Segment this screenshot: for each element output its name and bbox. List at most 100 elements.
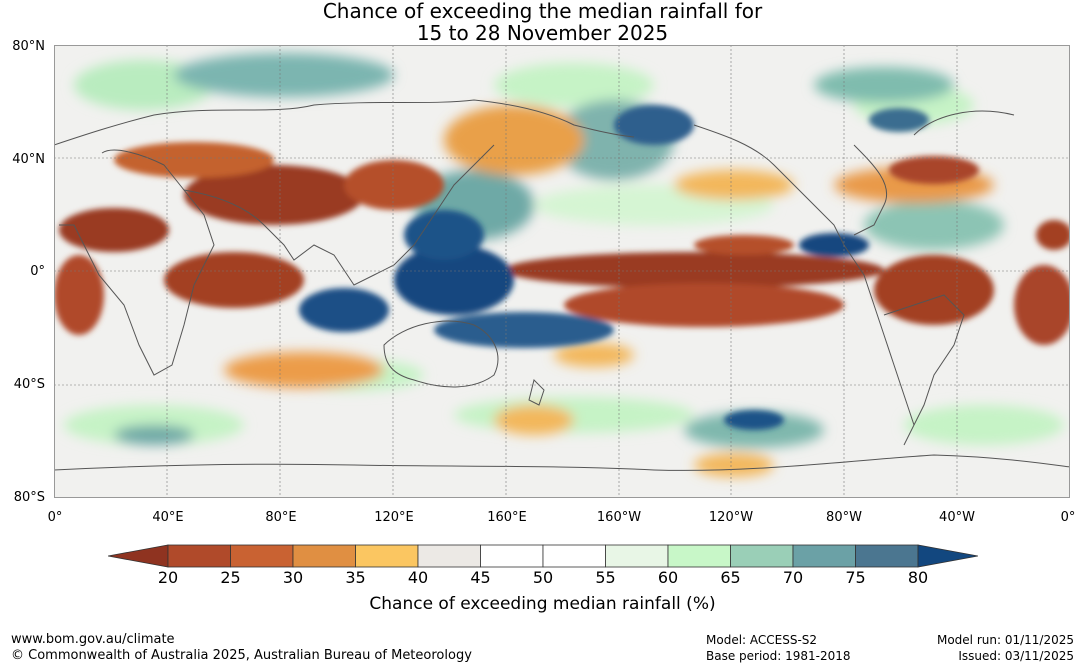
colorbar-cells (167, 544, 919, 568)
colorbar-tick-label: 50 (532, 568, 554, 587)
colorbar-cell (230, 544, 294, 568)
footer-copyright: © Commonwealth of Australia 2025, Austra… (11, 648, 472, 663)
green-patch (494, 63, 654, 107)
colorbar-cell (542, 544, 606, 568)
teal-patch (114, 425, 194, 445)
lon-label-160w: 160°W (596, 510, 642, 525)
eurasia-north-coastline (54, 99, 635, 146)
lon-label-0-east: 0° (1060, 510, 1076, 525)
orange-patch (554, 343, 634, 367)
dry-patch (54, 255, 104, 335)
wet-patch (394, 245, 514, 315)
dry-patch (1036, 220, 1070, 250)
map-frame (54, 45, 1070, 498)
wet-patch (614, 105, 694, 145)
colorbar-cell (480, 544, 544, 568)
colorbar-tick-label: 75 (845, 568, 866, 587)
colorbar-cell (605, 544, 669, 568)
wet-patch (869, 108, 929, 132)
footer-base-period: Base period: 1981-2018 (706, 649, 851, 663)
lon-label-120w: 120°W (708, 510, 754, 525)
colorbar-tick-label: 20 (157, 568, 179, 587)
map-shading-soft (64, 53, 1064, 477)
australia-coastline (383, 320, 499, 388)
footer-url[interactable]: www.bom.gov.au/climate (11, 632, 175, 647)
colorbar-cell (417, 544, 481, 568)
footer-model: Model: ACCESS-S2 (706, 633, 818, 647)
footer-issued: Issued: 03/11/2025 (958, 649, 1074, 663)
wet-patch (799, 233, 869, 257)
colorbar-tick-label: 40 (407, 568, 429, 587)
lat-label-40n: 40°N (12, 152, 45, 167)
lon-label-0: 0° (47, 510, 63, 525)
colorbar-tick-label: 55 (595, 568, 616, 587)
wet-patch (724, 410, 784, 430)
lat-label-80s: 80°S (13, 490, 45, 505)
north-america-west-coastline (693, 124, 855, 261)
dry-patch (889, 156, 979, 184)
south-america-coastline (853, 259, 965, 446)
lat-label-equator: 0° (30, 264, 45, 279)
lon-label-80w: 80°W (826, 510, 862, 525)
colorbar-tick-label: 45 (470, 568, 491, 587)
colorbar-tick-label: 65 (720, 568, 741, 587)
colorbar-label: Chance of exceeding median rainfall (%) (369, 594, 716, 614)
lon-label-40e: 40°E (152, 510, 184, 525)
lat-label-40s: 40°S (13, 377, 45, 392)
dry-patch (59, 208, 169, 252)
dry-patch (164, 252, 304, 308)
orange-patch (444, 105, 584, 175)
rainfall-map-svg (54, 45, 1070, 498)
dry-patch (504, 252, 884, 288)
lon-label-120e: 120°E (374, 510, 414, 525)
teal-patch (864, 200, 1004, 250)
new-zealand-coastline (528, 379, 545, 406)
map-title-line-1: Chance of exceeding the median rainfall … (322, 0, 763, 23)
colorbar-cell (355, 544, 419, 568)
colorbar-tick-label: 35 (345, 568, 366, 587)
coastlines (54, 99, 1070, 471)
south-asia-coastline (183, 144, 495, 286)
rainfall-map (54, 45, 1070, 498)
orange-patch (674, 170, 794, 200)
dry-patch (694, 235, 794, 255)
wet-patch (404, 210, 484, 260)
lon-label-40w: 40°W (939, 510, 975, 525)
colorbar-cell (792, 544, 856, 568)
green-patch (904, 405, 1064, 445)
dry-patch (114, 142, 274, 178)
map-title-line-2: 15 to 28 November 2025 (416, 21, 669, 45)
north-america-east-coastline (853, 110, 1015, 236)
dry-patch (1014, 265, 1070, 345)
orange-patch (694, 453, 774, 477)
orange-patch (494, 405, 574, 435)
colorbar-cell (667, 544, 731, 568)
colorbar-tick-label: 30 (282, 568, 304, 587)
colorbar-cell (167, 544, 231, 568)
footer-model-run: Model run: 01/11/2025 (936, 633, 1074, 647)
colorbar-cell (730, 544, 794, 568)
lat-label-80n: 80°N (12, 39, 45, 54)
dry-patch (344, 160, 444, 210)
colorbar (108, 544, 978, 568)
colorbar-cell (855, 544, 919, 568)
colorbar-tick-label: 25 (220, 568, 241, 587)
dry-patch (564, 283, 844, 327)
colorbar-tick-label: 80 (907, 568, 929, 587)
antarctica-coastline (54, 454, 1070, 471)
orange-patch (224, 352, 384, 388)
teal-patch (814, 67, 954, 103)
graticule (54, 45, 1070, 498)
dry-patch (874, 255, 994, 325)
wet-patch (434, 312, 614, 348)
lon-label-80e: 80°E (265, 510, 297, 525)
map-shading-strong (54, 105, 1070, 430)
colorbar-high-arrow (917, 544, 978, 568)
teal-patch (174, 53, 394, 97)
lon-label-160e: 160°E (487, 510, 527, 525)
dry-patch (184, 165, 364, 225)
colorbar-tick-label: 70 (782, 568, 804, 587)
wet-patch (299, 288, 389, 332)
colorbar-tick-label: 60 (657, 568, 679, 587)
colorbar-low-arrow (108, 544, 169, 568)
